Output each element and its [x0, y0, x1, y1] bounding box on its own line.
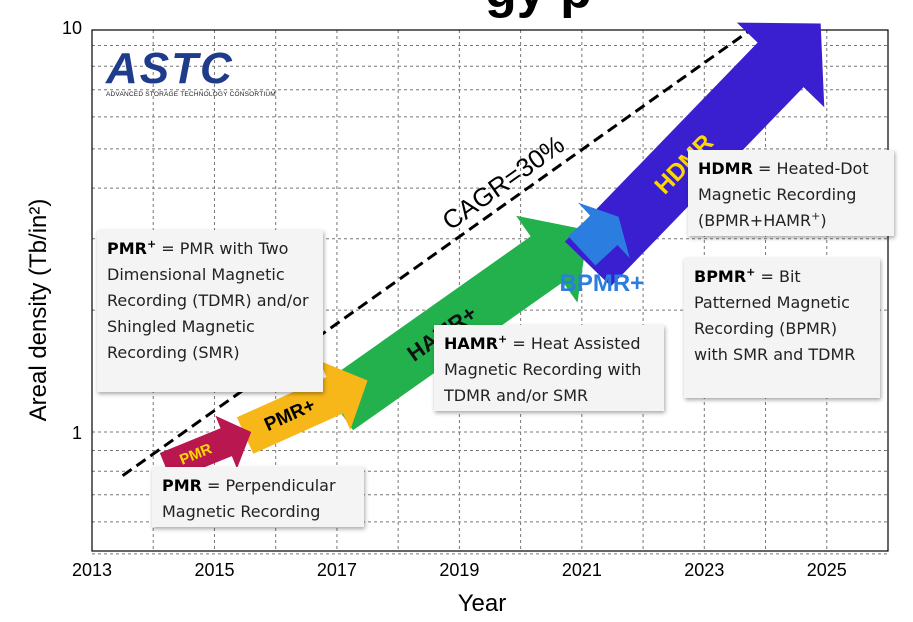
callout-text: = Perpendicular Magnetic Recording [162, 476, 336, 521]
callout-term: HAMR [444, 334, 499, 353]
x-tick-label: 2017 [317, 560, 357, 580]
y-axis-label: Areal density (Tb/in²) [25, 199, 52, 422]
y-tick-labels: 1 10 [62, 18, 82, 443]
x-tick-labels: 2013 2015 2017 2019 2021 2023 2025 [72, 560, 847, 580]
x-tick-label: 2015 [194, 560, 234, 580]
astc-logo: ASTC ADVANCED STORAGE TECHNOLOGY CONSORT… [106, 44, 291, 100]
callout-text: = Bit Patterned Magnetic Recording (BPMR… [694, 267, 856, 364]
callout-text: = PMR with Two Dimensional Magnetic Reco… [107, 239, 309, 362]
callout-sup: + [146, 237, 157, 251]
arrow-hamr-plus [320, 215, 588, 431]
x-tick-label: 2025 [807, 560, 847, 580]
callout-bpmr-plus: BPMR+ = Bit Patterned Magnetic Recording… [684, 258, 880, 398]
callout-sup: + [498, 332, 508, 346]
callout-sup: + [746, 265, 756, 279]
plot-frame [91, 29, 889, 552]
x-tick-label: 2023 [684, 560, 724, 580]
cagr-label: CAGR=30% [436, 129, 569, 236]
callout-term: HDMR [698, 159, 753, 178]
callout-term: PMR [107, 239, 147, 258]
callout-pmr-plus: PMR+ = PMR with Two Dimensional Magnetic… [97, 230, 323, 392]
x-axis-label: Year [458, 590, 507, 617]
x-tick-label: 2013 [72, 560, 112, 580]
callout-term: PMR [162, 476, 202, 495]
logo-subtitle: ADVANCED STORAGE TECHNOLOGY CONSORTIUM [106, 91, 276, 98]
arrow-bpmr-plus [568, 202, 630, 266]
arrow-label: BPMR+ [560, 270, 645, 297]
callout-text: = Heated-Dot Magnetic Recording (BPMR+HA… [698, 159, 869, 230]
callout-pmr: PMR = Perpendicular Magnetic Recording [152, 467, 364, 527]
y-tick-label: 10 [62, 18, 82, 38]
logo-text: ASTC [106, 44, 234, 93]
cagr-trend-line [121, 31, 749, 477]
callout-hamr-plus: HAMR+ = Heat Assisted Magnetic Recording… [434, 325, 664, 411]
x-tick-label: 2021 [562, 560, 602, 580]
arrow-pmr-plus [236, 360, 368, 454]
callout-hdmr: HDMR = Heated-Dot Magnetic Recording (BP… [688, 150, 894, 236]
callout-text: = Heat Assisted Magnetic Recording with … [444, 334, 642, 405]
callout-sup: + [811, 209, 821, 223]
callout-text-end: ) [820, 211, 827, 230]
arrow-pmr [159, 415, 252, 481]
title-fragment: gy p [485, 0, 592, 20]
callout-term: BPMR [694, 267, 747, 286]
x-tick-label: 2019 [439, 560, 479, 580]
y-tick-label: 1 [72, 423, 82, 443]
